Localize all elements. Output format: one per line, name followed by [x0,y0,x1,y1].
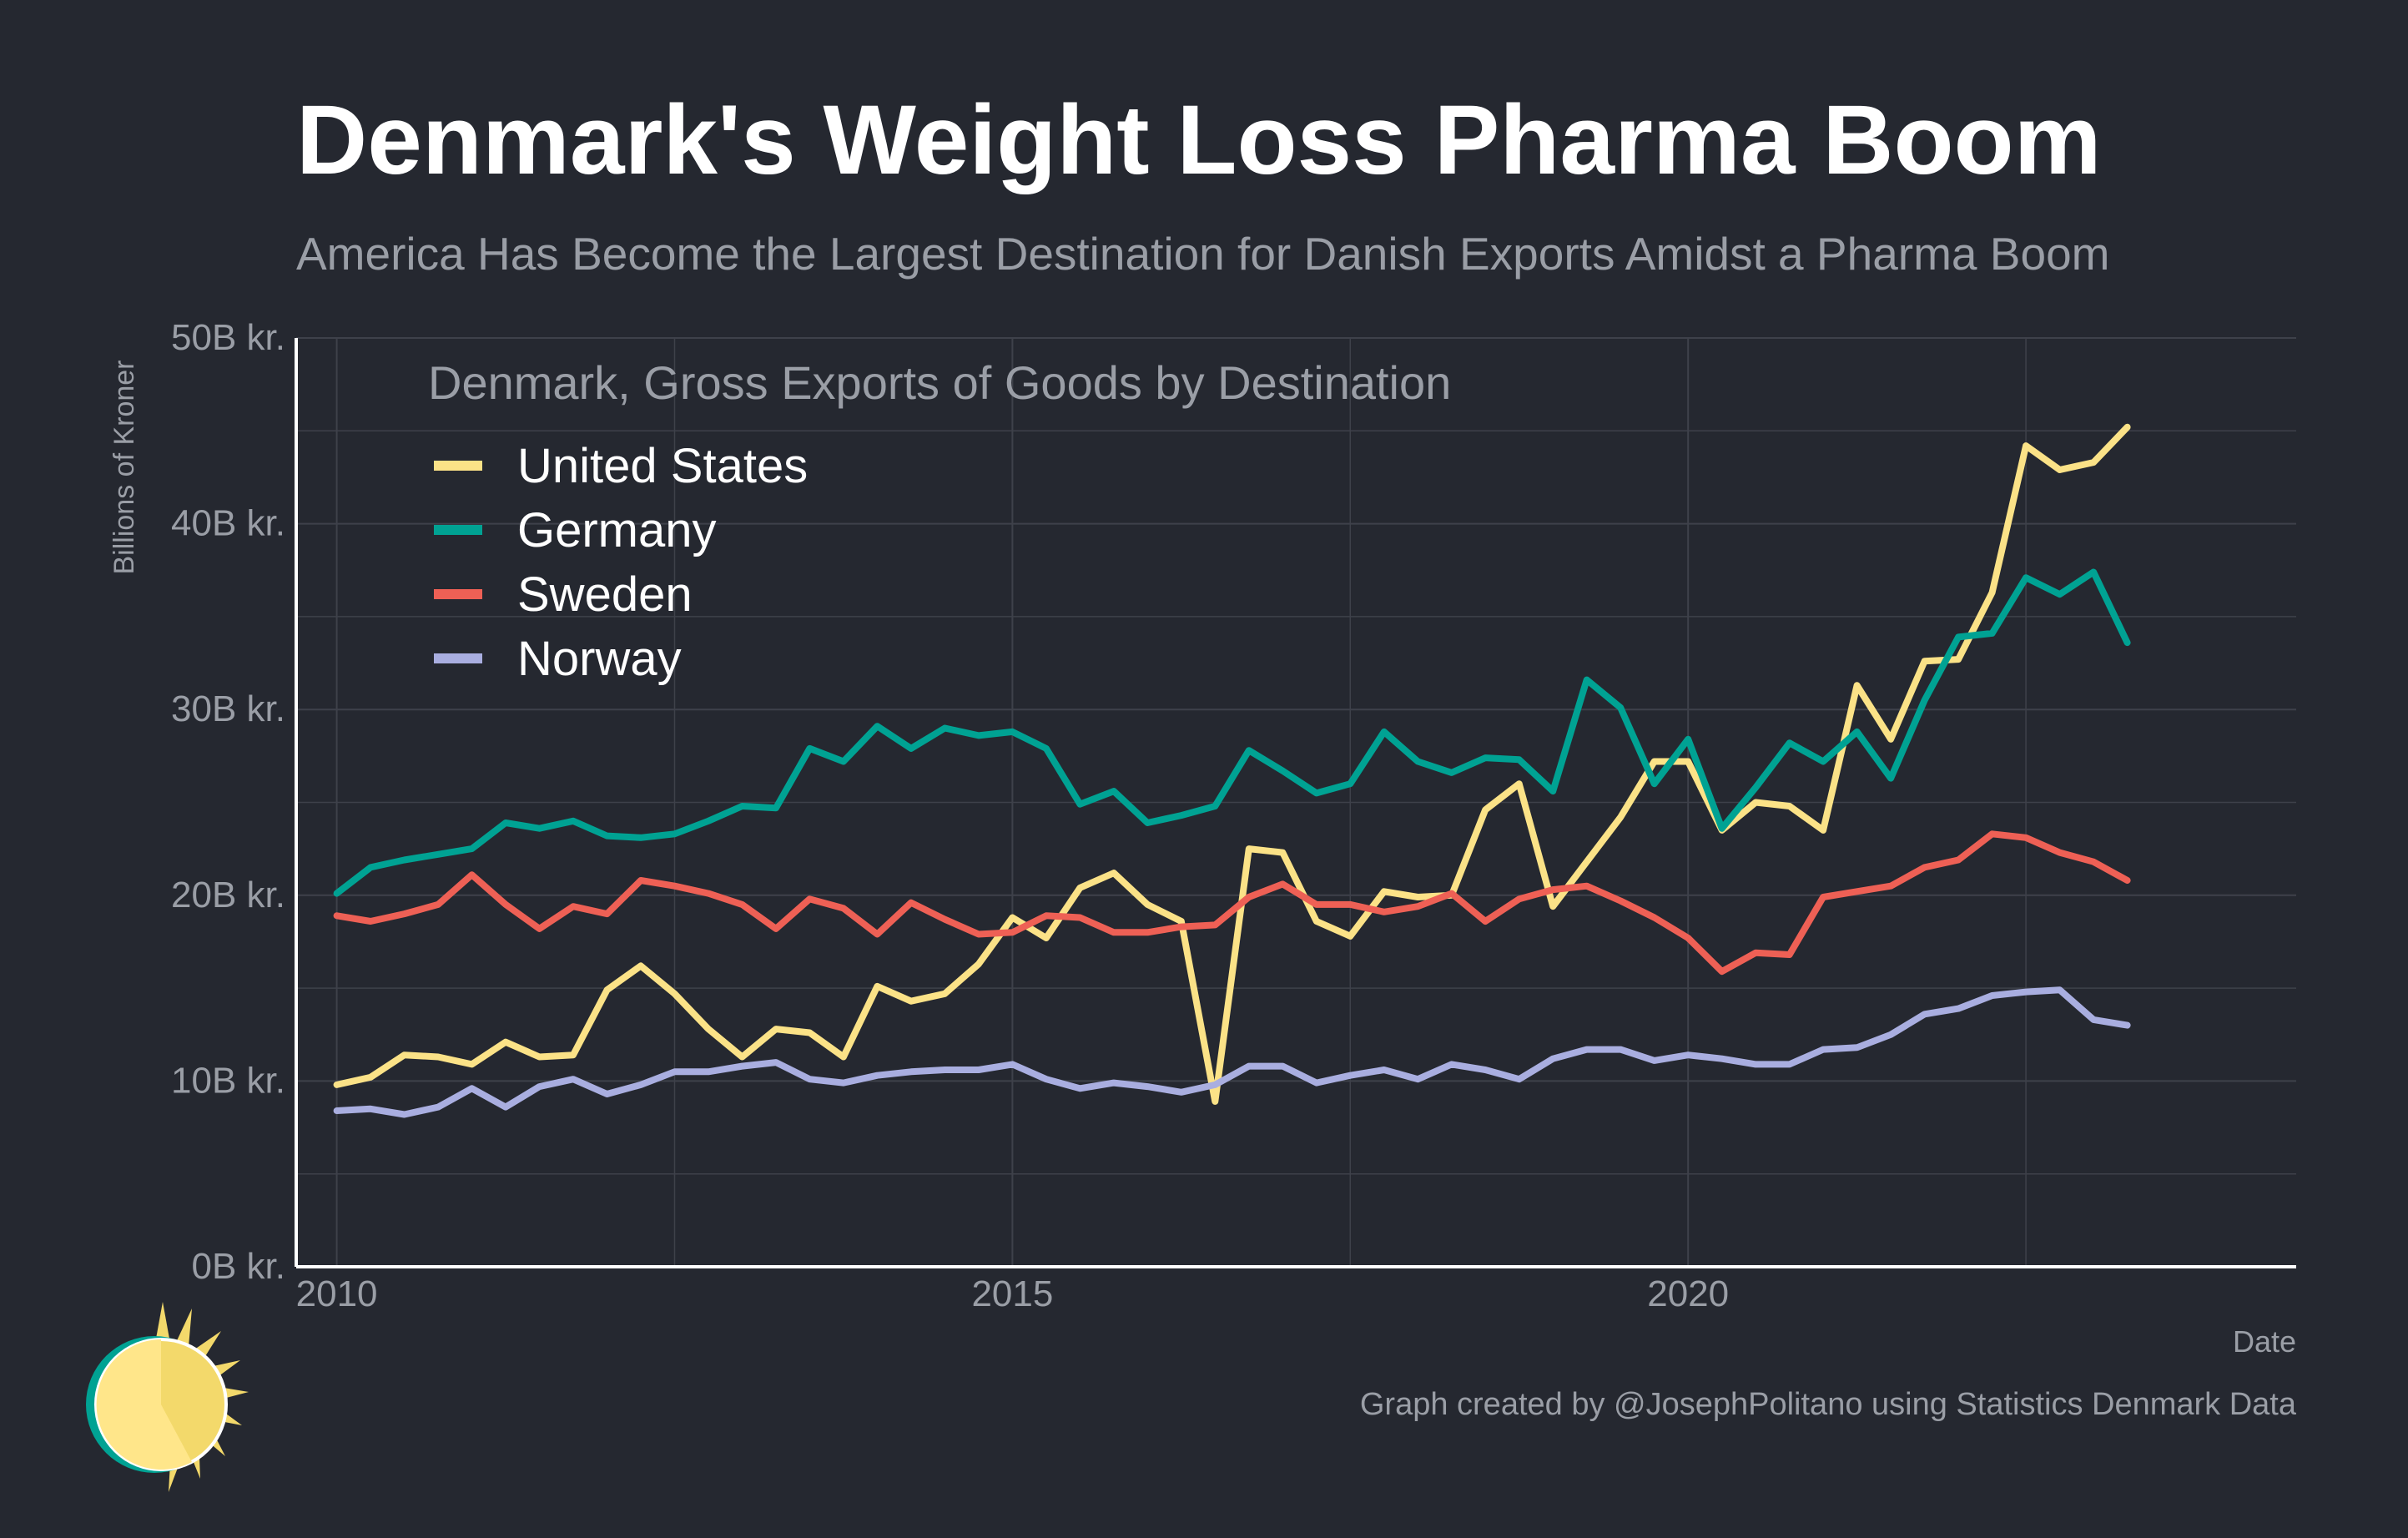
x-tick-label: 2015 [971,1273,1053,1314]
legend-label: United States [517,439,808,493]
grid-lines [296,337,2296,1267]
legend-label: Norway [517,632,682,686]
y-tick-label: 40B kr. [171,503,285,544]
x-tick-label: 2020 [1647,1273,1729,1314]
series-lines [333,423,2131,1118]
y-tick-label: 50B kr. [171,317,285,358]
y-tick-label: 10B kr. [171,1060,285,1101]
sun-logo-icon [86,1302,249,1492]
legend-label: Germany [517,503,717,557]
series-line-norway [333,986,2131,1118]
legend: Denmark, Gross Exports of Goods by Desti… [428,356,1451,686]
chart-subtitle: America Has Become the Largest Destinati… [296,228,2110,280]
series-line-united-states [333,423,2131,1105]
series-line-sweden [333,830,2131,976]
source-caption: Graph created by @JosephPolitano using S… [1359,1387,2296,1422]
series-line-germany [333,568,2131,897]
x-tick-label: 2010 [296,1273,378,1314]
x-axis-title: Date [2233,1324,2296,1359]
y-tick-label: 0B kr. [192,1246,286,1287]
y-tick-label: 30B kr. [171,688,285,729]
axes: 0B kr. 10B kr. 20B kr. 30B kr. 40B kr. 50B kr… [108,317,2296,1359]
y-axis-title: Billions of Kroner [108,360,140,574]
legend-label: Sweden [517,567,693,622]
y-tick-label: 20B kr. [171,875,285,915]
legend-title: Denmark, Gross Exports of Goods by Desti… [428,356,1451,409]
chart-title: Denmark's Weight Loss Pharma Boom [296,85,2102,195]
